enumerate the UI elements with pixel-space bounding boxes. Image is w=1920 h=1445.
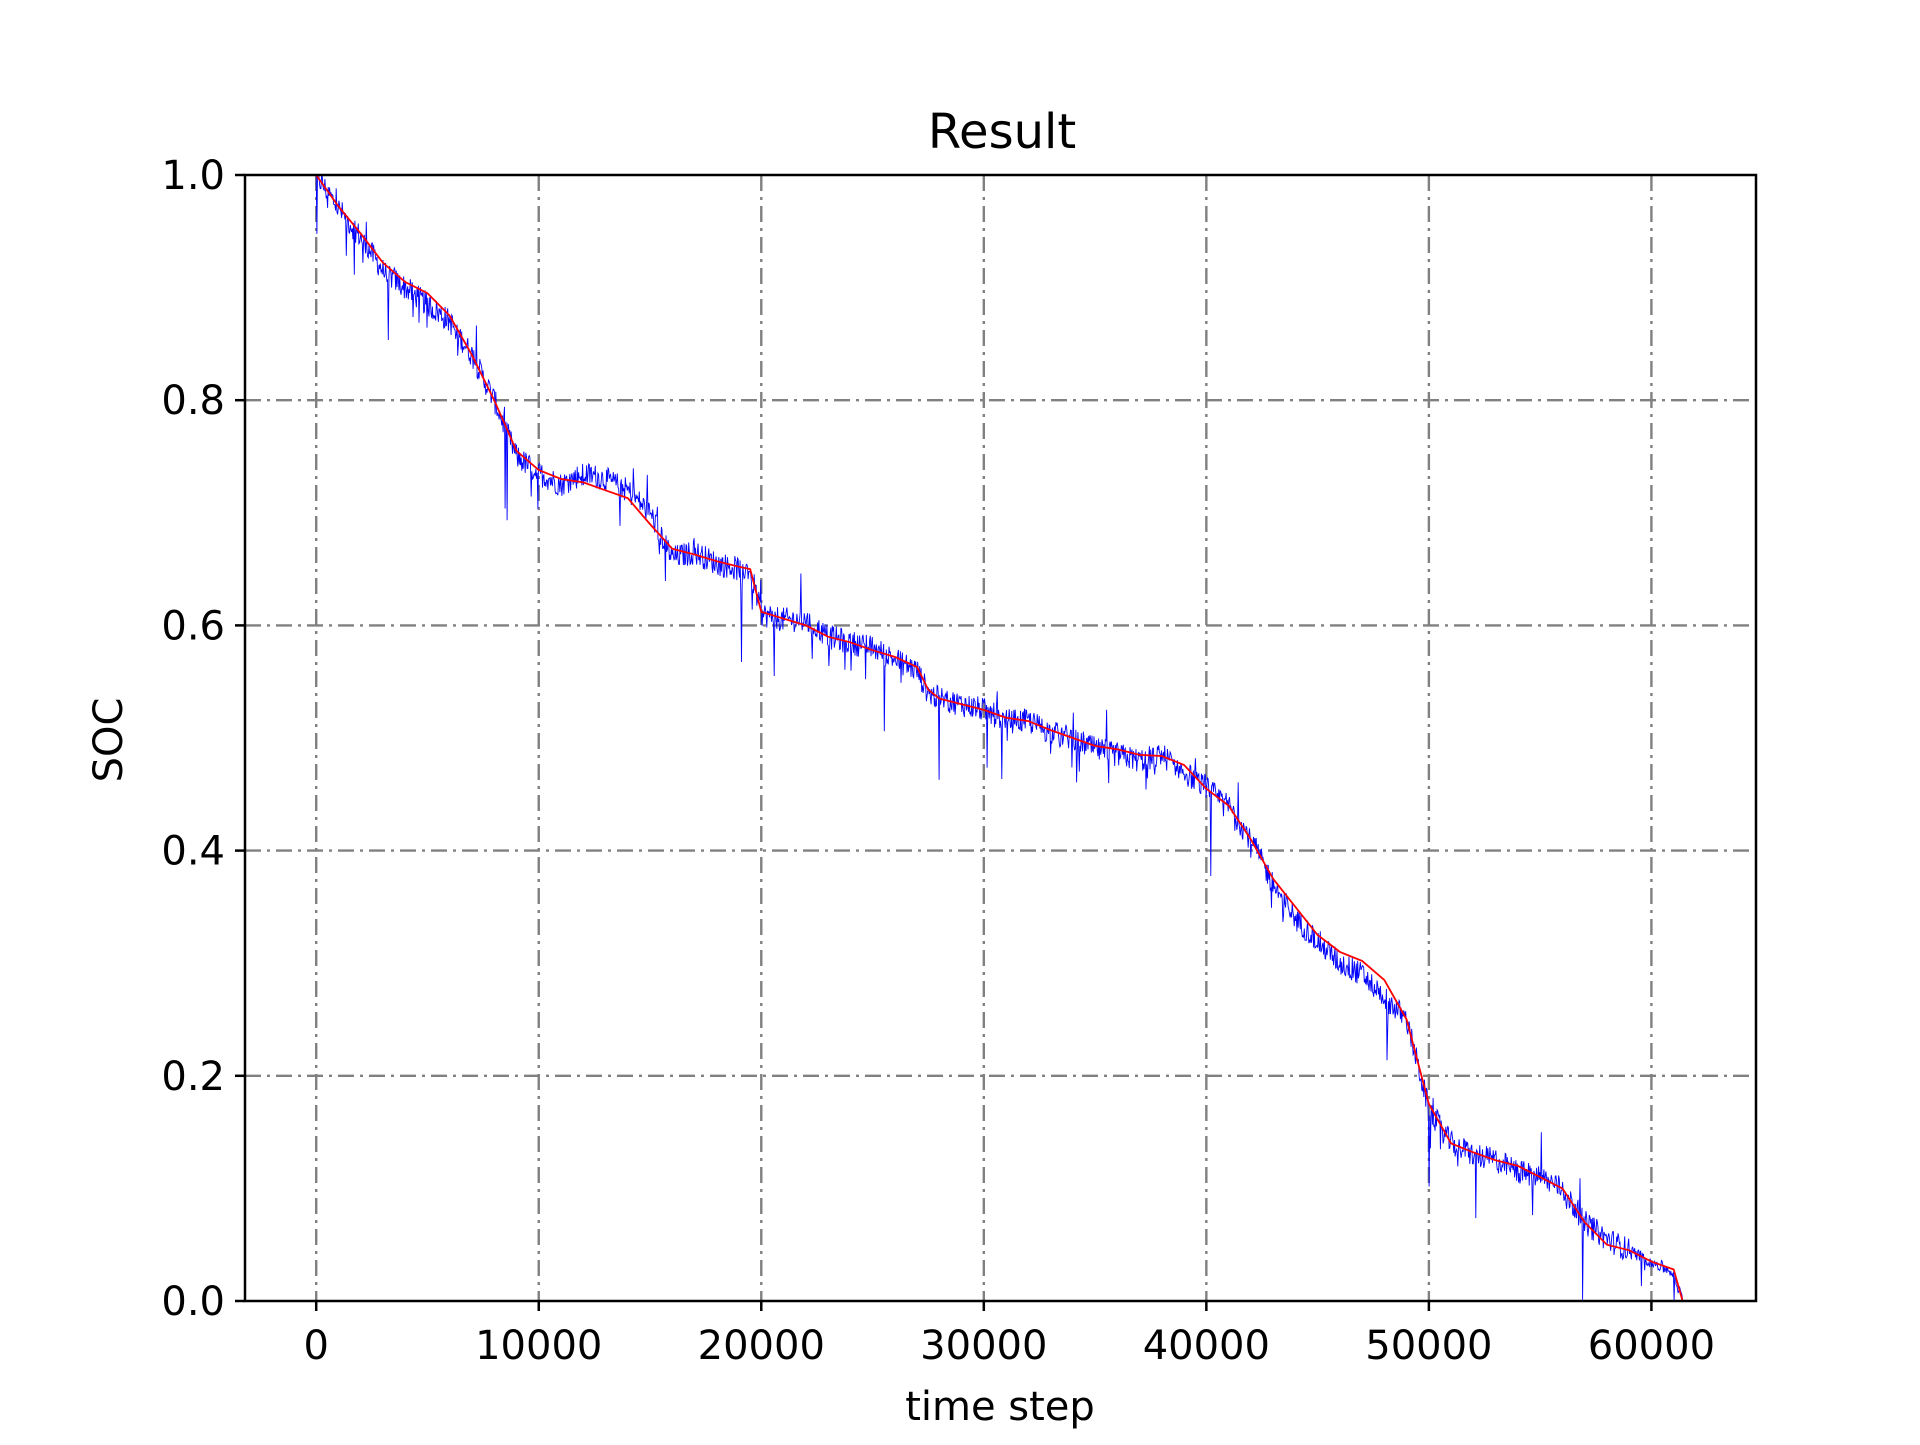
grid-lines xyxy=(245,175,1756,1301)
plot-frame xyxy=(243,173,1758,1303)
x-tick-label: 0 xyxy=(303,1323,328,1369)
series-line-estimated xyxy=(315,174,1684,1302)
y-axis-title: SOC xyxy=(86,698,132,783)
x-axis-ticks: 0 10000 20000 30000 40000 50000 60000 xyxy=(303,1301,1715,1369)
y-axis-ticks: 0.0 0.2 0.4 0.6 0.8 1.0 xyxy=(161,153,245,1325)
y-tick-label: 0.6 xyxy=(161,603,225,649)
y-tick-label: 0.0 xyxy=(161,1279,225,1325)
x-tick-label: 30000 xyxy=(920,1323,1047,1369)
y-tick-label: 0.4 xyxy=(161,829,225,875)
x-tick-label: 10000 xyxy=(475,1323,602,1369)
y-tick-label: 1.0 xyxy=(161,153,225,199)
x-axis-title: time step xyxy=(905,1384,1095,1430)
x-tick-label: 60000 xyxy=(1588,1323,1715,1369)
chart-title: Result xyxy=(928,104,1076,160)
x-tick-label: 20000 xyxy=(698,1323,825,1369)
y-tick-label: 0.8 xyxy=(161,378,225,424)
x-tick-label: 40000 xyxy=(1143,1323,1270,1369)
y-tick-label: 0.2 xyxy=(161,1054,225,1100)
x-tick-label: 50000 xyxy=(1365,1323,1492,1369)
series-line-reference xyxy=(315,174,1684,1302)
series-layer xyxy=(315,174,1684,1302)
